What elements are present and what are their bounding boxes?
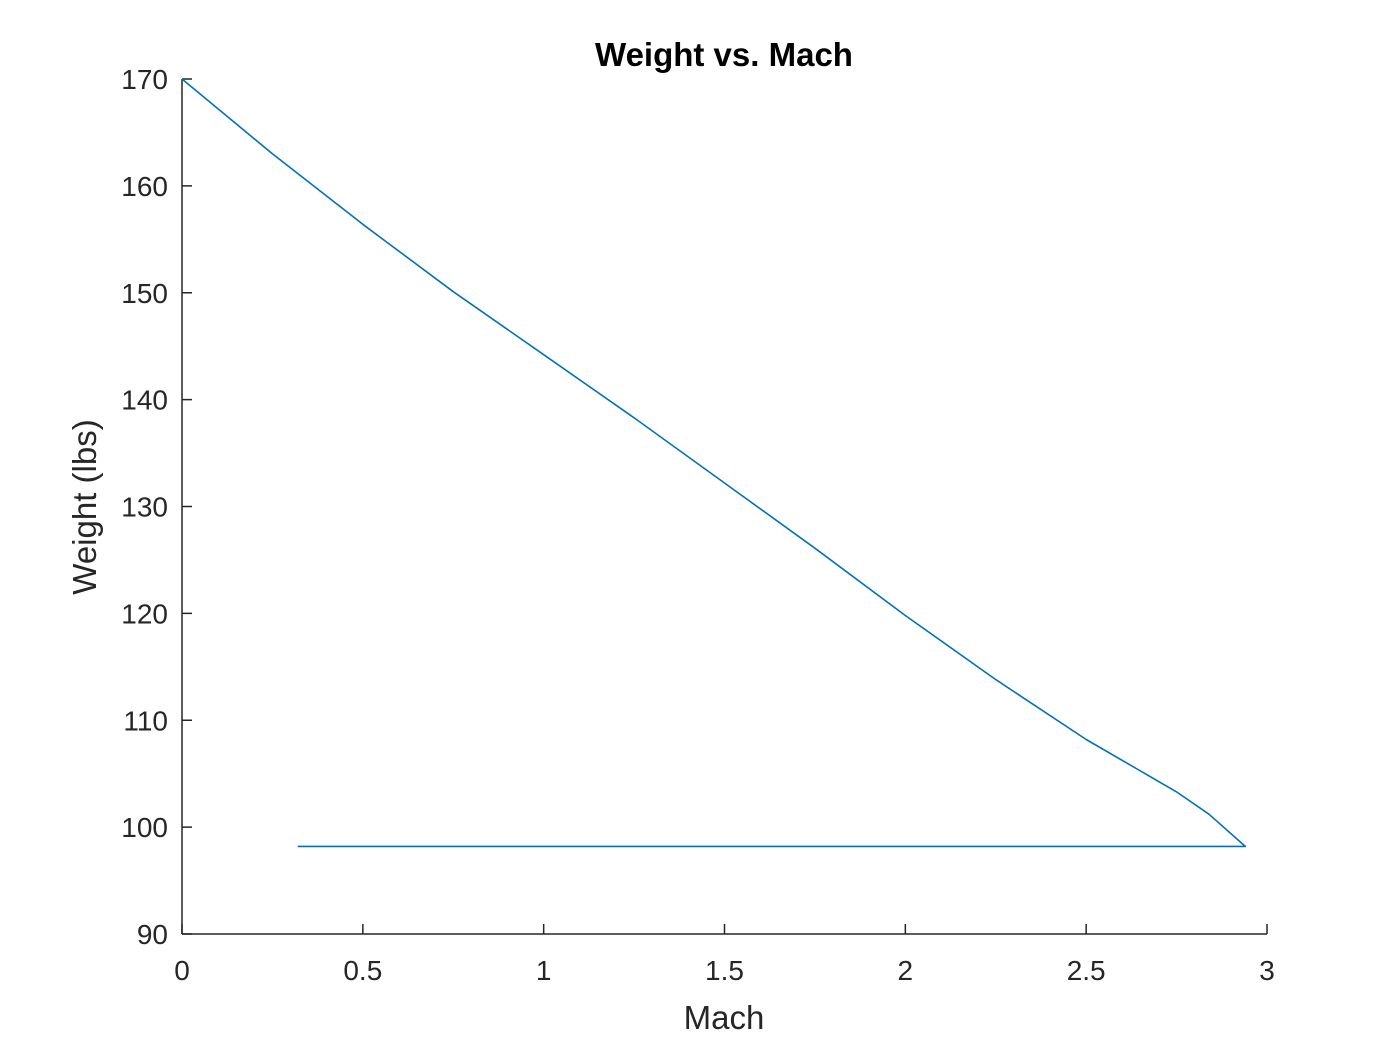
series-layer xyxy=(181,78,1247,848)
y-tick-label: 130 xyxy=(121,492,168,523)
chart-title: Weight vs. Mach xyxy=(595,36,853,73)
x-tick-label: 1.5 xyxy=(705,955,744,986)
y-axis-label: Weight (lbs) xyxy=(66,419,103,594)
x-tick-label: 3 xyxy=(1259,955,1275,986)
x-tick-label: 0 xyxy=(174,955,190,986)
axes xyxy=(181,79,1267,935)
x-axis-ticks: 0 0.5 1 1.5 2 2.5 3 xyxy=(174,924,1275,986)
y-tick-label: 150 xyxy=(121,278,168,309)
y-axis-ticks: 90 100 110 120 130 140 150 160 170 xyxy=(121,64,192,950)
y-tick-label: 110 xyxy=(123,705,168,736)
x-tick-label: 1 xyxy=(536,955,552,986)
series-line-0 xyxy=(181,78,1247,848)
y-tick-label: 100 xyxy=(121,812,168,843)
y-tick-label: 90 xyxy=(137,919,168,950)
x-tick-label: 0.5 xyxy=(343,955,382,986)
y-tick-label: 140 xyxy=(121,385,168,416)
x-tick-label: 2 xyxy=(898,955,914,986)
y-tick-label: 120 xyxy=(121,598,168,629)
y-tick-label: 160 xyxy=(121,171,168,202)
x-axis-label: Mach xyxy=(684,999,765,1036)
y-tick-label: 170 xyxy=(121,64,168,95)
x-tick-label: 2.5 xyxy=(1067,955,1106,986)
